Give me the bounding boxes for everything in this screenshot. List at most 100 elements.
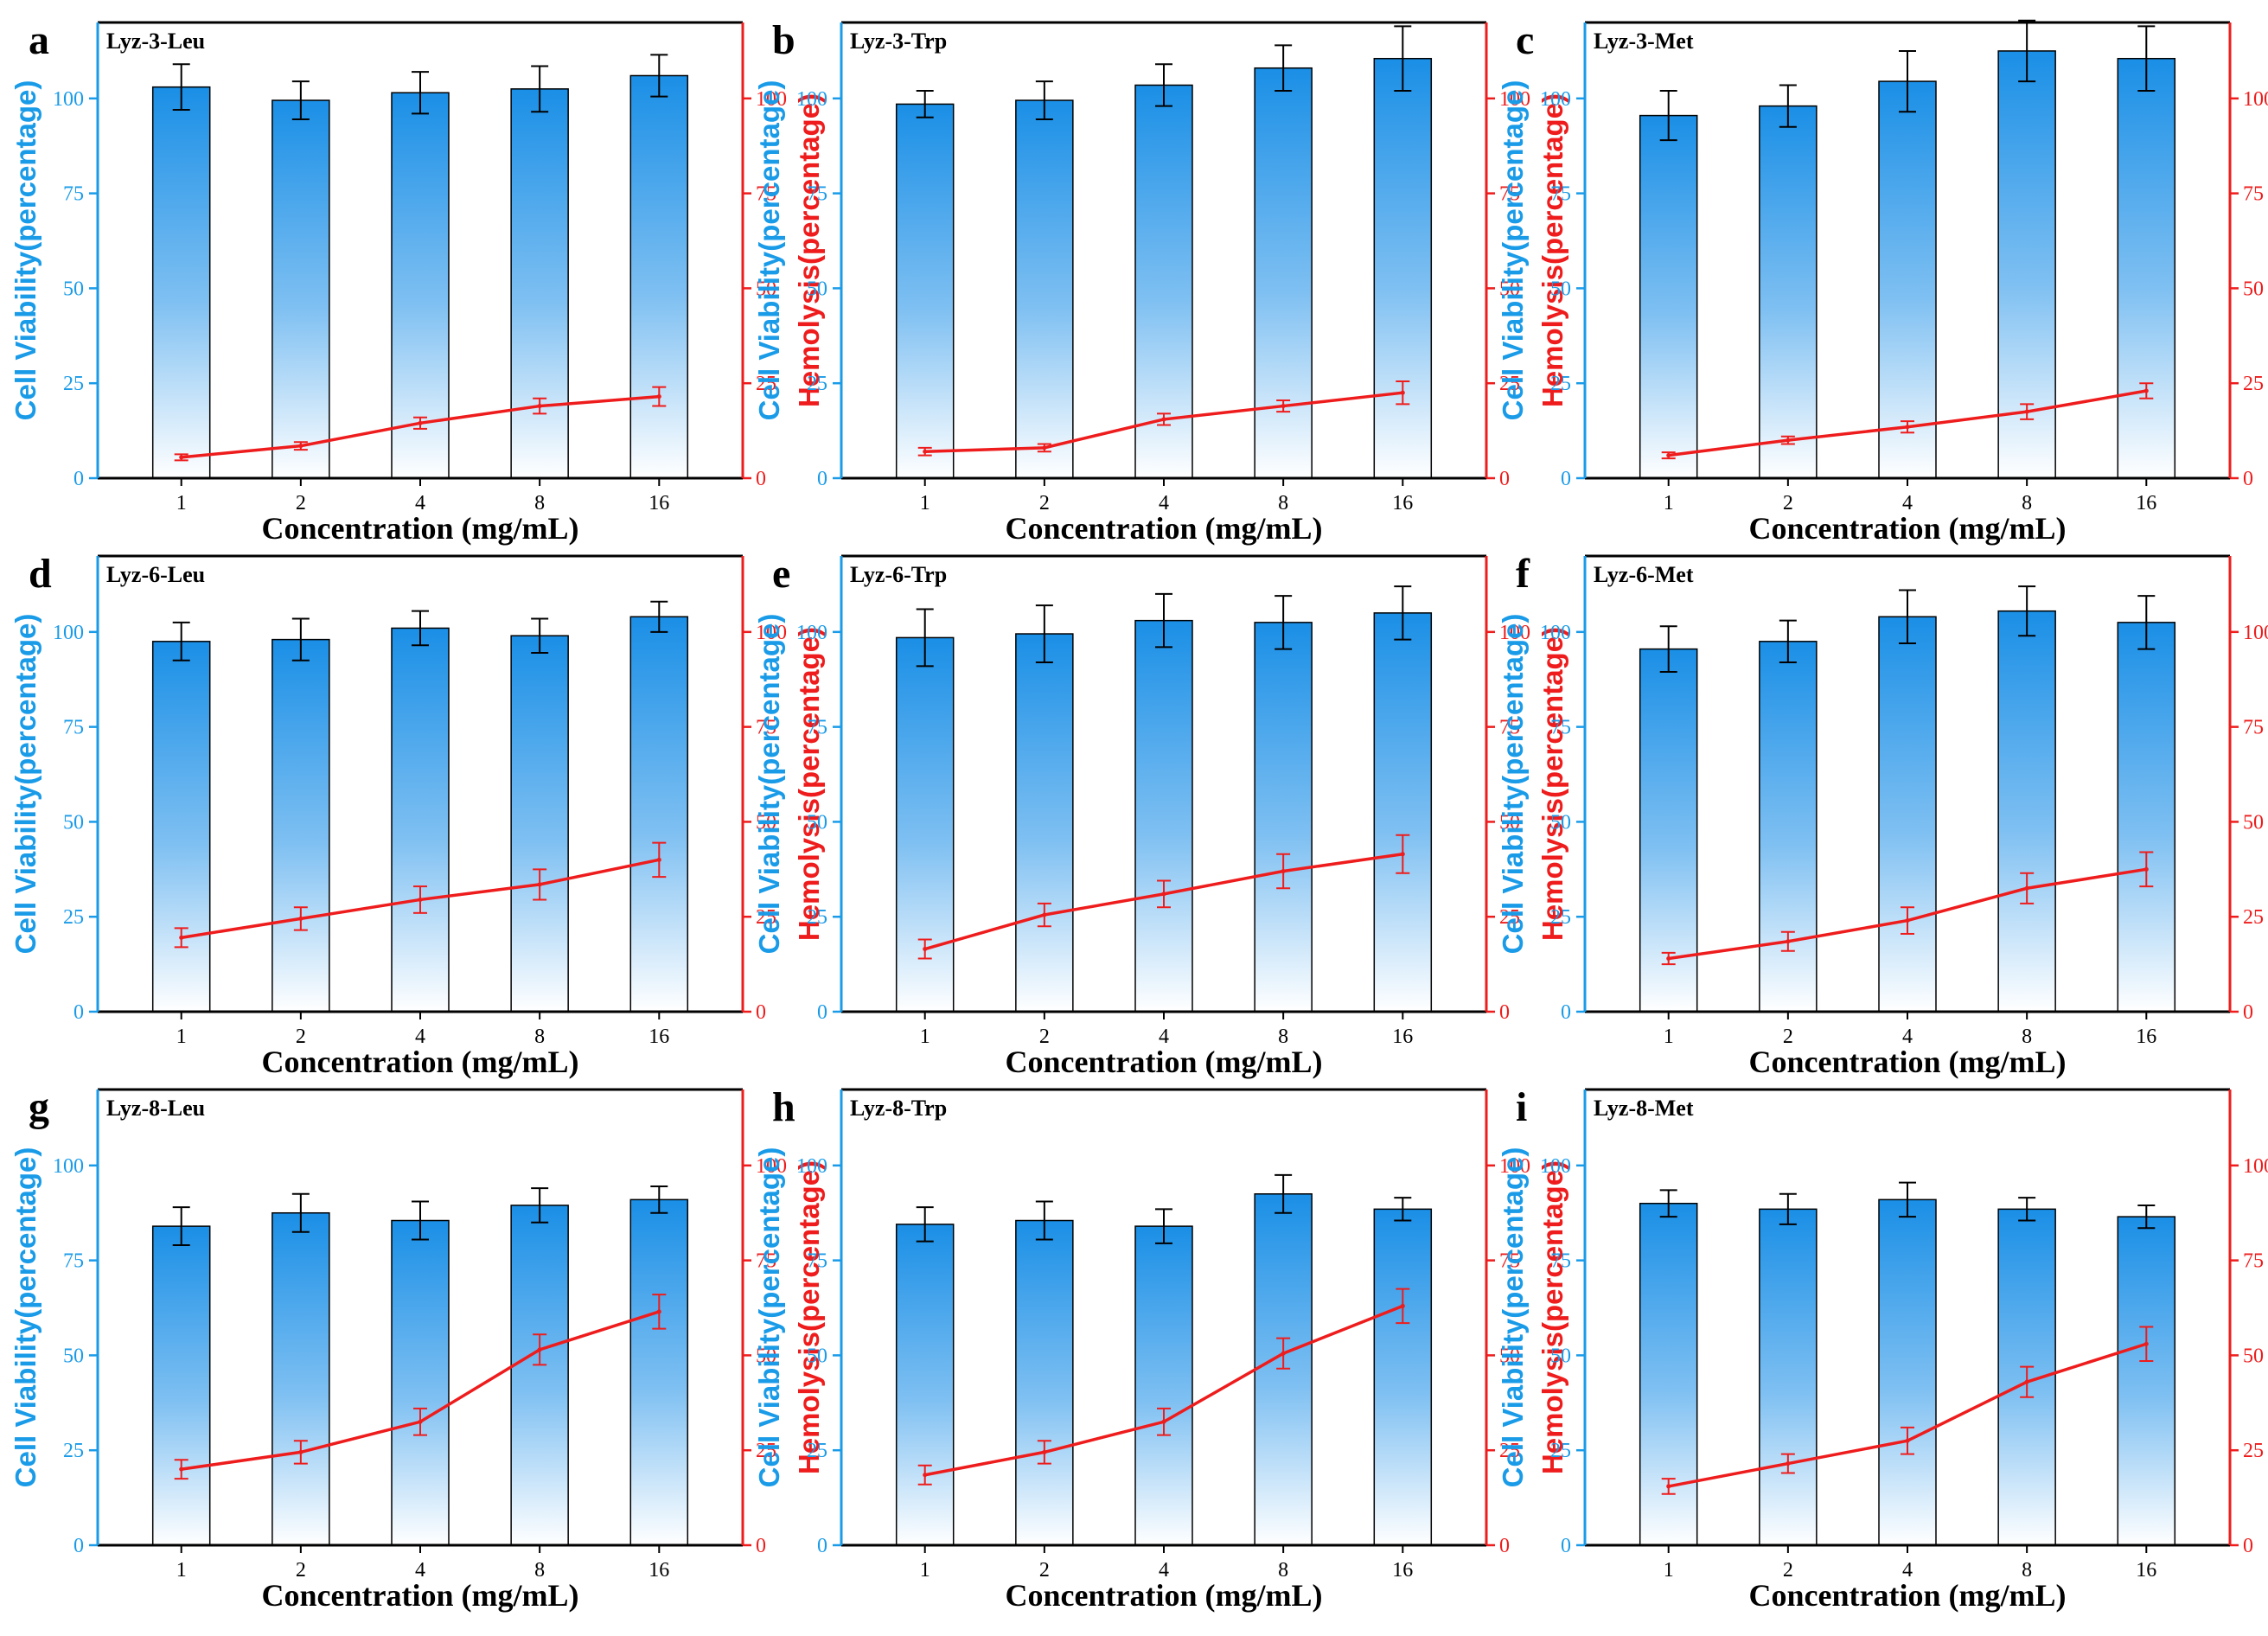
line-point (418, 1419, 423, 1424)
bar-viability[interactable] (1639, 648, 1698, 1013)
line-point (1161, 417, 1166, 422)
x-tick-label: 16 (1392, 492, 1413, 514)
line-point (1042, 1449, 1047, 1454)
bar-viability[interactable] (1254, 622, 1313, 1013)
bar-viability[interactable] (1373, 612, 1433, 1013)
bar-viability[interactable] (391, 627, 450, 1013)
line-point (179, 455, 184, 460)
bar-viability[interactable] (272, 99, 330, 479)
y-axis-label-left: Cell Viability(percentage) (1497, 1147, 1529, 1488)
bar-viability[interactable] (1134, 1225, 1193, 1546)
y-tick-label-left: 75 (807, 183, 827, 206)
bar-viability[interactable] (510, 88, 569, 479)
y-tick-label-right: 100 (2243, 1155, 2268, 1178)
bar-viability[interactable] (2117, 1216, 2176, 1546)
bar-viability[interactable] (1134, 84, 1193, 479)
panel-title: Lyz-6-Leu (106, 562, 205, 587)
x-tick-label: 4 (1159, 1026, 1169, 1048)
y-axis-label-left: Cell Viability(percentage) (1497, 614, 1529, 955)
panel-a: a Lyz-3-Leu 0 0 25 25 50 50 75 75 100 100 1 2 4 8 16 Conc… (10, 17, 825, 546)
bar-viability[interactable] (272, 1211, 330, 1546)
bar-viability[interactable] (629, 616, 689, 1013)
bar-viability[interactable] (2117, 57, 2176, 479)
line-point (1905, 1438, 1910, 1443)
y-tick-label-left: 0 (1561, 1001, 1571, 1024)
line-point (1666, 956, 1671, 962)
bar-viability[interactable] (151, 1225, 211, 1546)
bar-viability[interactable] (1759, 1208, 1818, 1546)
bar-viability[interactable] (895, 1224, 955, 1546)
y-tick-label-right: 100 (756, 1155, 787, 1178)
x-tick-label: 8 (1278, 492, 1288, 514)
y-tick-label-right: 100 (2243, 622, 2268, 644)
bar-viability[interactable] (1759, 105, 1818, 479)
line-point (1905, 425, 1910, 430)
line-point (1786, 939, 1791, 944)
line-point (537, 404, 542, 409)
bar-viability[interactable] (510, 635, 569, 1013)
y-axis-label-right: Hemolysis(percentage) (1536, 627, 1568, 941)
x-tick-label: 2 (296, 1559, 306, 1582)
y-tick-label-left: 0 (817, 468, 827, 490)
line-point (1400, 1303, 1405, 1308)
panel-b: b Lyz-3-Trp 0 0 25 25 50 50 75 75 100 100 1 2 4 8 16 Conc… (753, 17, 1568, 546)
line-point (2024, 1379, 2029, 1384)
line-point (1161, 1419, 1166, 1424)
x-tick-label: 16 (648, 492, 669, 514)
y-tick-label-right: 100 (1499, 88, 1530, 111)
bar-viability[interactable] (510, 1205, 569, 1546)
y-tick-label-right: 100 (756, 622, 787, 644)
bar-viability[interactable] (629, 1198, 689, 1546)
panel-g: g Lyz-8-Leu 0 0 25 25 50 50 75 75 100 100 1 2 4 8 16 Conc… (10, 1084, 825, 1613)
y-axis-label-right: Hemolysis(percentage) (1536, 1160, 1568, 1474)
y-tick-label-right: 75 (756, 1250, 776, 1273)
y-tick-label-right: 0 (1499, 1535, 1510, 1557)
y-tick-label-right: 75 (2243, 183, 2264, 206)
bar-viability[interactable] (151, 641, 211, 1013)
bar-viability[interactable] (1254, 67, 1313, 479)
line-point (537, 1347, 542, 1352)
line-point (1666, 453, 1671, 458)
y-tick-label-left: 0 (817, 1535, 827, 1557)
bar-viability[interactable] (1997, 610, 2056, 1013)
y-axis-label-left: Cell Viability(percentage) (753, 1147, 785, 1488)
bar-viability[interactable] (1373, 1208, 1433, 1546)
y-tick-label-right: 0 (2243, 468, 2253, 490)
bar-viability[interactable] (1254, 1193, 1313, 1546)
y-tick-label-right: 0 (1499, 468, 1510, 490)
x-tick-label: 2 (1039, 492, 1050, 514)
bar-viability[interactable] (391, 1219, 450, 1546)
y-tick-label-left: 25 (807, 1440, 827, 1462)
bar-viability[interactable] (1878, 1198, 1937, 1546)
bar-viability[interactable] (151, 86, 211, 479)
x-axis-label: Concentration (mg/mL) (1749, 1045, 2067, 1079)
x-tick-label: 1 (176, 492, 187, 514)
bar-viability[interactable] (1015, 1219, 1074, 1546)
bar-viability[interactable] (1878, 616, 1937, 1013)
x-tick-label: 2 (296, 1026, 306, 1048)
bar-viability[interactable] (272, 638, 330, 1013)
bar-viability[interactable] (2117, 622, 2176, 1013)
bar-viability[interactable] (1878, 80, 1937, 479)
y-tick-label-right: 75 (1499, 1250, 1520, 1273)
y-tick-label-right: 100 (756, 88, 787, 111)
line-point (656, 857, 661, 862)
x-tick-label: 16 (648, 1026, 669, 1048)
panel-title: Lyz-8-Leu (106, 1096, 205, 1121)
bar-viability[interactable] (1134, 619, 1193, 1013)
bar-viability[interactable] (1373, 57, 1433, 479)
bar-viability[interactable] (1015, 633, 1074, 1013)
y-tick-label-left: 50 (807, 811, 827, 834)
bar-viability[interactable] (1015, 99, 1074, 479)
y-tick-label-left: 75 (1550, 183, 1571, 206)
bar-viability[interactable] (1639, 114, 1698, 479)
y-tick-label-right: 75 (2243, 1250, 2264, 1273)
bar-viability[interactable] (1759, 641, 1818, 1013)
line-point (1666, 1484, 1671, 1489)
y-axis-label-left: Cell Viability(percentage) (10, 1147, 42, 1488)
bar-viability[interactable] (895, 103, 955, 479)
bar-viability[interactable] (629, 74, 689, 479)
y-tick-label-left: 25 (1550, 906, 1571, 929)
y-tick-label-left: 25 (63, 1440, 84, 1462)
